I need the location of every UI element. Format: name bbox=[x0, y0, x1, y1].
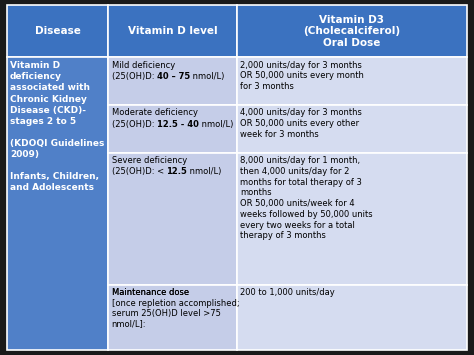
Text: (25(OH)D:: (25(OH)D: bbox=[111, 120, 157, 129]
Text: Vitamin D3
(Cholecalciferol)
Oral Dose: Vitamin D3 (Cholecalciferol) Oral Dose bbox=[303, 15, 401, 48]
Text: 12.5 - 40: 12.5 - 40 bbox=[157, 120, 199, 129]
Bar bbox=[108, 5, 237, 57]
Text: Severe deficiency: Severe deficiency bbox=[111, 156, 187, 165]
Text: (25(OH)D:: (25(OH)D: bbox=[111, 72, 157, 81]
Bar bbox=[7, 57, 108, 350]
Bar bbox=[108, 285, 237, 350]
Text: Maintenance dose
[once repletion accomplished;
serum 25(OH)D level >75
nmol/L]:: Maintenance dose [once repletion accompl… bbox=[111, 288, 239, 328]
Text: 4,000 units/day for 3 months
OR 50,000 units every other
week for 3 months: 4,000 units/day for 3 months OR 50,000 u… bbox=[240, 108, 362, 139]
Text: (25(OH)D: <: (25(OH)D: < bbox=[111, 168, 166, 176]
Bar bbox=[237, 285, 467, 350]
Bar bbox=[237, 153, 467, 285]
Text: Maintenance dose: Maintenance dose bbox=[111, 288, 189, 297]
Bar bbox=[7, 5, 108, 57]
Bar bbox=[108, 153, 237, 285]
Text: Disease: Disease bbox=[35, 26, 81, 36]
Text: 2,000 units/day for 3 months
OR 50,000 units every month
for 3 months: 2,000 units/day for 3 months OR 50,000 u… bbox=[240, 60, 364, 91]
Bar bbox=[237, 57, 467, 105]
Bar bbox=[237, 5, 467, 57]
Text: nmol/L): nmol/L) bbox=[190, 72, 224, 81]
Text: 12.5: 12.5 bbox=[166, 168, 187, 176]
Text: Mild deficiency: Mild deficiency bbox=[111, 60, 175, 70]
Text: 8,000 units/day for 1 month,
then 4,000 units/day for 2
months for total therapy: 8,000 units/day for 1 month, then 4,000 … bbox=[240, 156, 373, 240]
Text: 40 – 75: 40 – 75 bbox=[157, 72, 190, 81]
Text: Vitamin D level: Vitamin D level bbox=[128, 26, 218, 36]
Bar bbox=[108, 105, 237, 153]
Text: Moderate deficiency: Moderate deficiency bbox=[111, 108, 198, 118]
Bar bbox=[108, 57, 237, 105]
Text: Vitamin D
deficiency
associated with
Chronic Kidney
Disease (CKD)-
stages 2 to 5: Vitamin D deficiency associated with Chr… bbox=[10, 61, 104, 192]
Text: nmol/L): nmol/L) bbox=[187, 168, 221, 176]
Text: nmol/L): nmol/L) bbox=[199, 120, 233, 129]
Text: 200 to 1,000 units/day: 200 to 1,000 units/day bbox=[240, 288, 335, 297]
Bar bbox=[237, 105, 467, 153]
